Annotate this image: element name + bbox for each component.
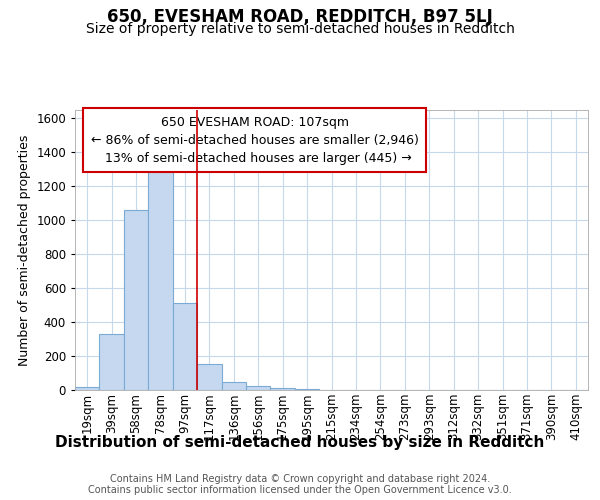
Bar bbox=[100, 334, 124, 390]
Bar bbox=[75, 388, 100, 390]
Bar bbox=[173, 302, 197, 390]
Y-axis label: Number of semi-detached properties: Number of semi-detached properties bbox=[17, 134, 31, 366]
Bar bbox=[221, 382, 246, 390]
Text: 650, EVESHAM ROAD, REDDITCH, B97 5LJ: 650, EVESHAM ROAD, REDDITCH, B97 5LJ bbox=[107, 8, 493, 26]
Text: Size of property relative to semi-detached houses in Redditch: Size of property relative to semi-detach… bbox=[86, 22, 514, 36]
Text: 650 EVESHAM ROAD: 107sqm
← 86% of semi-detached houses are smaller (2,946)
  13%: 650 EVESHAM ROAD: 107sqm ← 86% of semi-d… bbox=[91, 116, 418, 164]
Text: Distribution of semi-detached houses by size in Redditch: Distribution of semi-detached houses by … bbox=[55, 435, 545, 450]
Bar bbox=[148, 170, 173, 390]
Bar bbox=[246, 386, 271, 390]
Bar bbox=[197, 364, 221, 390]
Bar bbox=[124, 210, 148, 390]
Bar bbox=[271, 388, 295, 390]
Text: Contains public sector information licensed under the Open Government Licence v3: Contains public sector information licen… bbox=[88, 485, 512, 495]
Text: Contains HM Land Registry data © Crown copyright and database right 2024.: Contains HM Land Registry data © Crown c… bbox=[110, 474, 490, 484]
